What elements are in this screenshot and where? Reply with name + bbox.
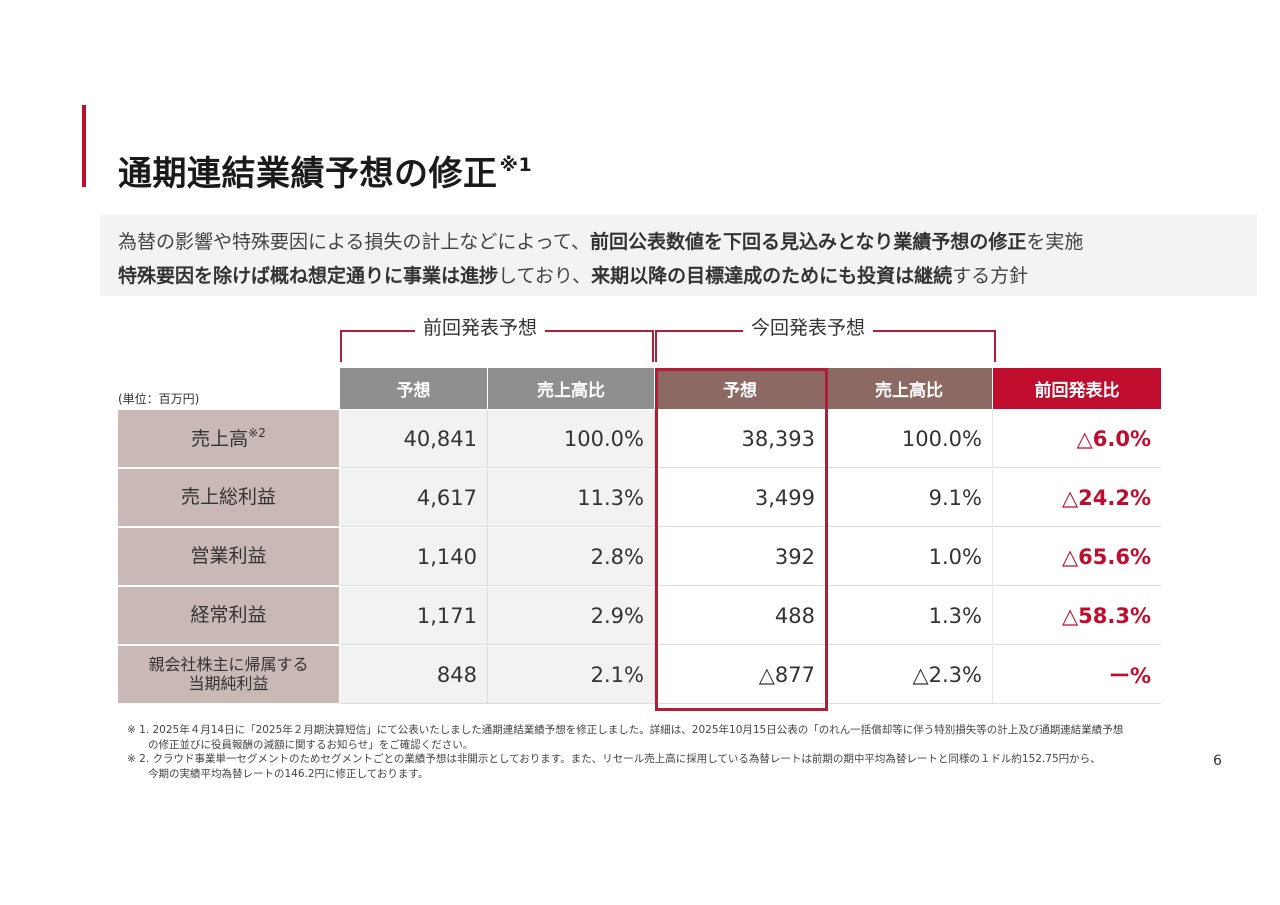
row-label-line: 経常利益: [190, 603, 267, 626]
cell-diff: ー%: [993, 646, 1161, 704]
header-cur-forecast: 予想: [655, 368, 825, 409]
summary-segment: 特殊要因を除けば概ね想定通りに事業は進捗: [118, 265, 499, 287]
page-title-note-mark: ※1: [499, 154, 533, 176]
summary-segment: を実施: [1026, 231, 1084, 253]
cell-prev-ratio: 2.1%: [488, 646, 655, 704]
cell-cur-ratio: 1.3%: [826, 587, 993, 645]
cell-prev-forecast: 848: [340, 646, 488, 704]
row-label-line: 当期純利益: [188, 673, 269, 693]
cell-cur-forecast: 392: [655, 528, 826, 586]
cell-cur-forecast: △877: [655, 646, 826, 704]
row-label-line: 親会社株主に帰属する: [148, 655, 309, 675]
row-label-text: 経常利益: [190, 603, 267, 627]
row-label-text: 売上総利益: [180, 485, 276, 509]
row-label-line: 売上高※2: [191, 425, 266, 450]
summary-segment: 前回公表数値を下回る見込みとなり業績予想の修正: [589, 231, 1027, 253]
summary-segment: する方針: [952, 265, 1029, 287]
row-label-line: 営業利益: [190, 544, 267, 567]
row-label-line: 売上総利益: [180, 485, 276, 508]
page-title: 通期連結業績予想の修正 ※1: [118, 146, 532, 195]
cell-cur-forecast: 3,499: [655, 469, 826, 527]
cell-cur-ratio: 1.0%: [826, 528, 993, 586]
header-diff: 前回発表比: [993, 368, 1161, 409]
summary-segment: 為替の影響や特殊要因による損失の計上などによって、: [118, 231, 590, 253]
cell-diff: △65.6%: [993, 528, 1161, 586]
cell-prev-forecast: 1,140: [340, 528, 488, 586]
cell-cur-forecast: 38,393: [655, 410, 826, 468]
group-label-current: 今回発表予想: [743, 313, 874, 340]
row-label: 売上高※2: [118, 410, 339, 468]
cell-cur-ratio: △2.3%: [826, 646, 993, 704]
cell-cur-ratio: 100.0%: [826, 410, 993, 468]
cell-prev-ratio: 11.3%: [488, 469, 655, 527]
header-cur-ratio: 売上高比: [826, 368, 992, 409]
footnote-1-cont: の修正並びに役員報酬の減額に関するお知らせ」をご確認ください。: [148, 739, 474, 751]
row-label: 親会社株主に帰属する 当期純利益: [118, 646, 339, 704]
footnote-2: ※ 2. クラウド事業単一セグメントのためセグメントごとの業績予想は非開示として…: [127, 753, 1101, 765]
footnote-1: ※ 1. 2025年４月14日に「2025年２月期決算短信」にて公表いたしました…: [127, 724, 1124, 736]
summary-segment: しており、: [498, 265, 592, 287]
title-accent-bar: [82, 105, 86, 187]
cell-cur-ratio: 9.1%: [826, 469, 993, 527]
summary-line-2: 特殊要因を除けば概ね想定通りに事業は進捗しており、来期以降の目標達成のためにも投…: [118, 261, 1028, 288]
cell-prev-ratio: 100.0%: [488, 410, 655, 468]
page-number: 6: [1213, 753, 1222, 769]
cell-prev-ratio: 2.9%: [488, 587, 655, 645]
cell-prev-forecast: 40,841: [340, 410, 488, 468]
cell-diff: △6.0%: [993, 410, 1161, 468]
row-label-text: 売上高※2: [191, 425, 266, 451]
summary-line-1: 為替の影響や特殊要因による損失の計上などによって、前回公表数値を下回る見込みとな…: [118, 227, 1083, 254]
unit-label: (単位：百万円): [118, 392, 200, 406]
cell-prev-forecast: 1,171: [340, 587, 488, 645]
footnote-2-cont: 今期の実績平均為替レートの146.2円に修正しております。: [148, 768, 429, 780]
cell-prev-ratio: 2.8%: [488, 528, 655, 586]
header-prev-ratio: 売上高比: [488, 368, 654, 409]
cell-diff: △58.3%: [993, 587, 1161, 645]
row-label-text: 営業利益: [190, 544, 267, 568]
cell-cur-forecast: 488: [655, 587, 826, 645]
row-label-text: 親会社株主に帰属する 当期純利益: [148, 655, 309, 693]
group-label-previous: 前回発表予想: [415, 313, 546, 340]
cell-prev-forecast: 4,617: [340, 469, 488, 527]
row-label: 経常利益: [118, 587, 339, 645]
summary-box: 為替の影響や特殊要因による損失の計上などによって、前回公表数値を下回る見込みとな…: [100, 215, 1257, 296]
summary-segment: 来期以降の目標達成のためにも投資は継続: [591, 265, 953, 287]
row-label: 売上総利益: [118, 469, 339, 527]
row-label: 営業利益: [118, 528, 339, 586]
cell-diff: △24.2%: [993, 469, 1161, 527]
row-label-note-mark: ※2: [248, 425, 266, 440]
header-prev-forecast: 予想: [340, 368, 487, 409]
page-title-text: 通期連結業績予想の修正: [118, 154, 498, 194]
